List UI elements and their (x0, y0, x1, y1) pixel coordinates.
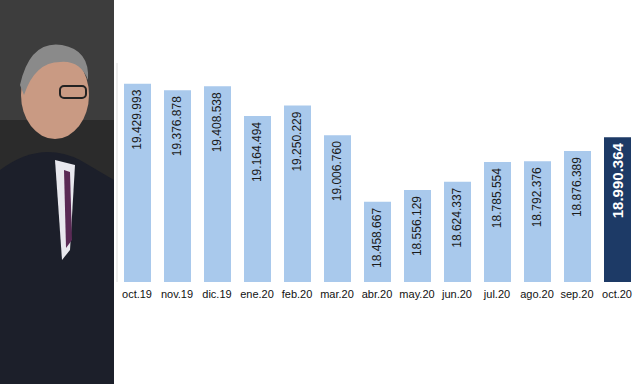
svg-text:18.990.364: 18.990.364 (609, 143, 626, 219)
svg-text:oct.20: oct.20 (602, 288, 632, 300)
svg-text:18.458.667: 18.458.667 (371, 208, 385, 268)
svg-text:feb.20: feb.20 (282, 288, 313, 300)
svg-text:may.20: may.20 (399, 288, 434, 300)
svg-text:18.876.389: 18.876.389 (571, 157, 585, 217)
svg-text:dic.19: dic.19 (202, 288, 231, 300)
svg-text:18.785.554: 18.785.554 (491, 168, 505, 228)
svg-text:19.376.878: 19.376.878 (171, 96, 185, 156)
svg-text:19.408.538: 19.408.538 (211, 92, 225, 152)
svg-text:19.006.760: 19.006.760 (331, 141, 345, 201)
svg-text:sep.20: sep.20 (560, 288, 593, 300)
svg-text:19.164.494: 19.164.494 (251, 122, 265, 182)
svg-text:19.429.993: 19.429.993 (131, 89, 145, 149)
svg-text:abr.20: abr.20 (362, 288, 393, 300)
svg-text:19.250.229: 19.250.229 (291, 111, 305, 171)
svg-text:jun.20: jun.20 (441, 288, 472, 300)
svg-text:18.556.129: 18.556.129 (411, 196, 425, 256)
svg-text:jul.20: jul.20 (483, 288, 510, 300)
svg-text:mar.20: mar.20 (320, 288, 354, 300)
svg-text:oct.19: oct.19 (122, 288, 152, 300)
svg-text:18.624.337: 18.624.337 (451, 187, 465, 247)
svg-text:nov.19: nov.19 (161, 288, 193, 300)
svg-text:ago.20: ago.20 (520, 288, 554, 300)
svg-text:18.792.376: 18.792.376 (531, 167, 545, 227)
svg-text:ene.20: ene.20 (240, 288, 274, 300)
